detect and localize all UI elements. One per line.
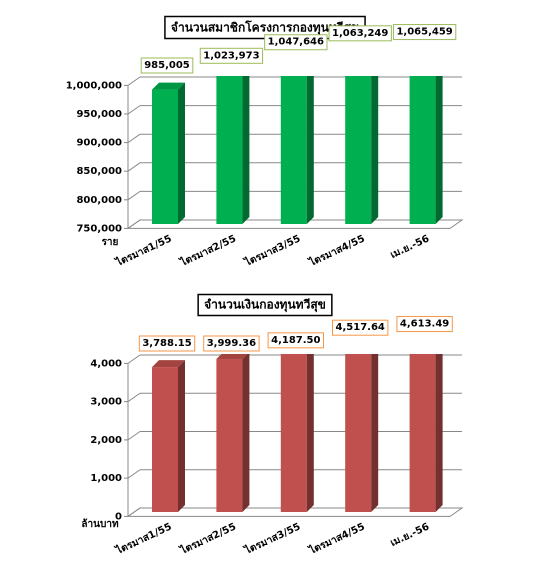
value-label: 985,005 <box>144 60 190 71</box>
bar-side <box>178 82 185 224</box>
bar <box>152 89 178 224</box>
value-label-box <box>392 24 457 41</box>
grid-line-side <box>127 219 141 229</box>
grid-line-side <box>127 190 141 201</box>
x-tick-label: เม.ย.-56 <box>389 521 431 549</box>
title-box <box>197 293 333 317</box>
value-label-box <box>267 332 325 349</box>
y-tick-label: 800,000 <box>76 195 122 206</box>
bar-top <box>216 354 248 360</box>
grid-line-side <box>127 469 141 479</box>
x-tick-label: ไตรมาส3/55 <box>242 520 303 557</box>
bar <box>216 76 243 224</box>
value-label: 1,047,646 <box>268 37 324 48</box>
y-tick-label: 1,000,000 <box>66 80 122 91</box>
bar <box>280 76 307 224</box>
value-label-box <box>203 335 260 352</box>
bars <box>152 76 443 225</box>
y-tick-label: 750,000 <box>76 223 122 234</box>
grid-line-side <box>127 431 141 441</box>
grid-line-side <box>127 354 141 364</box>
value-label: 1,063,249 <box>332 28 388 39</box>
y-tick-label: 950,000 <box>76 109 122 120</box>
grid-line-side <box>127 133 141 144</box>
grid-line-side <box>127 76 141 86</box>
value-label-box <box>199 47 264 64</box>
y-tick-label: 2,000 <box>90 435 122 446</box>
grid-line-side <box>127 507 141 517</box>
bar <box>152 367 178 512</box>
value-label-box <box>138 335 196 352</box>
x-tick-label: เม.ย.-56 <box>389 233 431 261</box>
x-tick-label: ไตรมาส4/55 <box>306 232 367 269</box>
value-label: 3,788.15 <box>142 338 191 349</box>
bar-side <box>435 354 443 512</box>
bar <box>409 76 436 225</box>
value-label: 1,065,459 <box>396 27 452 38</box>
y-axis-label: ราย <box>102 237 119 248</box>
bars <box>152 354 443 512</box>
bar-side <box>242 354 250 512</box>
x-tick-label: ไตรมาส3/55 <box>242 232 303 269</box>
x-tick-label: ไตรมาส2/55 <box>177 520 238 557</box>
bar <box>409 354 436 512</box>
bar-side <box>435 76 443 224</box>
x-tick-label: ไตรมาส1/55 <box>113 520 174 557</box>
bar-side <box>306 354 314 512</box>
bar-side <box>371 76 379 224</box>
chart: จำนวนเงินกองทุนทวีสุข 0 1,000 2,000 3,000 4,0… <box>81 293 464 557</box>
chart-title: จำนวนเงินกองทุนทวีสุข <box>204 298 326 313</box>
y-tick-label: 4,000 <box>90 358 122 369</box>
chart: จำนวนสมาชิกโครงการกองทุนทวีสุข 750,000 800… <box>66 15 464 269</box>
bar-side <box>178 360 185 512</box>
grid-line-side <box>127 392 141 403</box>
value-label: 1,023,973 <box>203 50 259 61</box>
chart-title: จำนวนสมาชิกโครงการกองทุนทวีสุข <box>171 20 359 36</box>
value-label-box <box>328 25 392 42</box>
x-tick-label: ไตรมาส1/55 <box>113 232 174 269</box>
value-label-box <box>332 319 389 336</box>
bar <box>345 76 372 225</box>
value-label-box <box>140 57 194 74</box>
bar-side <box>371 354 379 512</box>
y-tick-label: 850,000 <box>76 166 122 177</box>
y-tick-label: 900,000 <box>76 138 122 149</box>
value-label: 4,517.64 <box>336 322 385 333</box>
bar-side <box>242 76 250 224</box>
y-tick-label: 0 <box>115 511 122 522</box>
value-label-box <box>264 34 328 51</box>
value-label: 4,187.50 <box>271 335 320 346</box>
bar <box>216 359 243 512</box>
bar-top <box>152 82 185 90</box>
x-tick-label: ไตรมาส2/55 <box>177 232 238 269</box>
y-axis-label: ล้านบาท <box>81 518 119 530</box>
grid-line-side <box>127 162 141 172</box>
y-tick-label: 1,000 <box>90 473 122 484</box>
bar-top <box>152 360 185 368</box>
grid-line-side <box>127 105 141 115</box>
value-label-box <box>396 316 453 333</box>
bar-side <box>306 76 314 224</box>
value-label: 3,999.36 <box>207 338 256 349</box>
bar <box>345 354 372 512</box>
x-tick-label: ไตรมาส4/55 <box>306 520 367 557</box>
value-label: 4,613.49 <box>400 319 449 330</box>
y-tick-label: 3,000 <box>90 397 122 408</box>
bar <box>280 354 307 512</box>
